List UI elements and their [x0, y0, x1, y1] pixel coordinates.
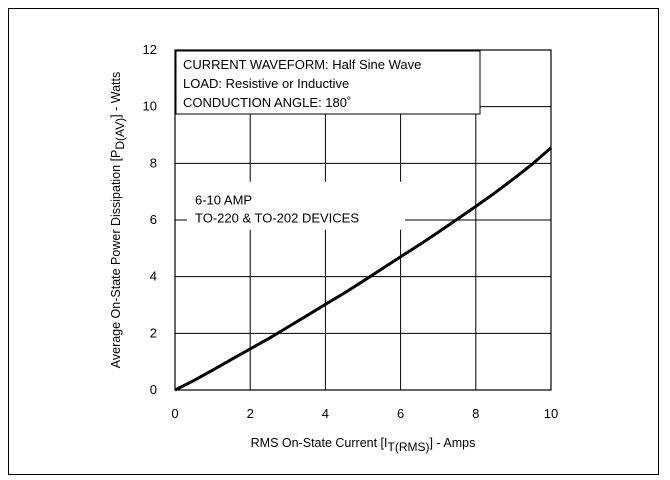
load-label: LOAD: Resistive or Inductive: [183, 76, 349, 91]
x-tick-labels: 0 2 4 6 8 10: [171, 406, 558, 421]
y-axis-label-sub: D(AV): [113, 118, 127, 150]
y-axis-label-main: Average On-State Power Dissipation [P: [109, 150, 123, 369]
y-axis-label: Average On-State Power Dissipation [PD(A…: [109, 72, 127, 369]
x-tick-label: 4: [322, 406, 329, 421]
x-tick-label: 0: [171, 406, 178, 421]
y-tick-label: 2: [150, 325, 157, 340]
chart-frame: [8, 8, 659, 475]
x-axis-label: RMS On-State Current [IT(RMS)] - Amps: [251, 436, 476, 454]
y-tick-labels: 0 2 4 6 8 10 12: [143, 42, 157, 397]
waveform-label: CURRENT WAVEFORM: Half Sine Wave: [183, 57, 421, 72]
y-tick-label: 8: [150, 155, 157, 170]
x-axis-label-main: RMS On-State Current [I: [251, 436, 388, 450]
device-package-label: TO-220 & TO-202 DEVICES: [195, 210, 359, 225]
y-tick-label: 6: [150, 212, 157, 227]
device-annotation-bg: [187, 181, 405, 230]
x-axis-label-tail: ] - Amps: [430, 436, 476, 450]
y-tick-label: 10: [143, 99, 157, 114]
x-axis-label-sub: T(RMS): [388, 440, 430, 454]
x-tick-label: 2: [247, 406, 254, 421]
conditions-box: [175, 50, 481, 115]
x-tick-label: 8: [472, 406, 479, 421]
y-tick-label: 12: [143, 42, 157, 57]
x-tick-label: 6: [397, 406, 404, 421]
y-tick-label: 4: [150, 269, 157, 284]
device-rating-label: 6-10 AMP: [195, 192, 252, 207]
plot-area: [174, 49, 552, 391]
conduction-angle-label: CONDUCTION ANGLE: 180˚: [183, 95, 351, 110]
x-tick-label: 10: [544, 406, 558, 421]
power-dissipation-curve: [174, 146, 552, 392]
y-tick-label: 0: [150, 382, 157, 397]
y-axis-label-tail: ] - Watts: [109, 72, 123, 118]
